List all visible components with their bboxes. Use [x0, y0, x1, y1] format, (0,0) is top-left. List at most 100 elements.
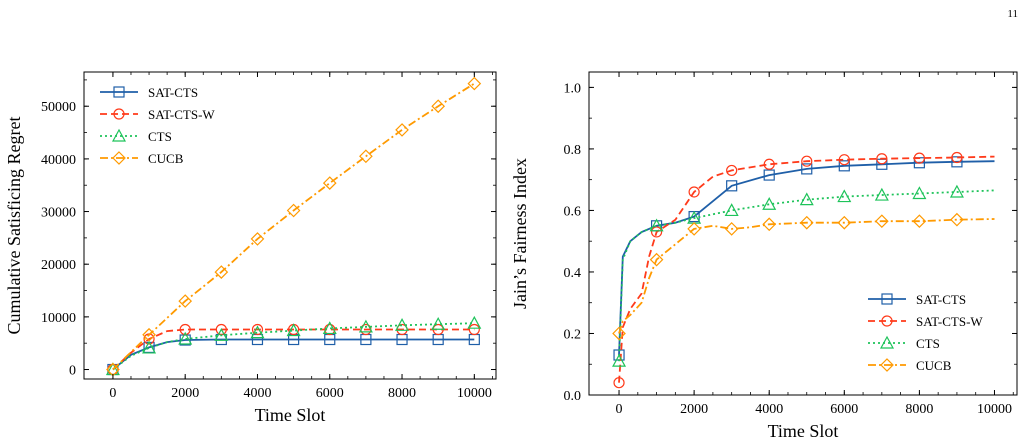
- data-point: [912, 186, 927, 200]
- legend-label-sat-cts-w: SAT-CTS-W: [148, 107, 215, 122]
- data-point: [612, 353, 627, 367]
- legend-marker: [879, 335, 895, 349]
- y-tick-label: 30000: [41, 206, 76, 221]
- data-point: [178, 294, 193, 308]
- y-axis-label: Cumulative Satisficing Regret: [4, 117, 24, 335]
- data-point: [179, 323, 191, 336]
- plot-area: [105, 76, 482, 377]
- data-point: [874, 214, 889, 229]
- data-point: [838, 160, 850, 172]
- data-point: [250, 232, 265, 246]
- data-point: [251, 323, 264, 336]
- data-point: [612, 326, 626, 341]
- data-point: [801, 155, 813, 167]
- page-number: 11: [1007, 8, 1018, 20]
- series-line-sat-cts-w: [112, 328, 475, 371]
- data-point: [874, 187, 889, 201]
- legend-marker: [881, 293, 893, 305]
- data-point: [951, 151, 963, 164]
- data-point: [178, 331, 193, 345]
- data-point: [322, 176, 337, 190]
- data-point: [951, 156, 963, 168]
- data-point: [250, 325, 265, 339]
- x-tick-label: 6000: [830, 402, 858, 417]
- plot-frame: [83, 71, 497, 380]
- legend-label-cucb: CUCB: [916, 358, 952, 373]
- data-point: [467, 315, 482, 329]
- y-axis-label: Jain’s Fairness Index: [510, 158, 530, 309]
- legend: SAT-CTS SAT-CTS-W CTS CUCB: [868, 292, 983, 373]
- data-point: [762, 197, 777, 210]
- data-point: [912, 214, 927, 229]
- x-tick-label: 8000: [905, 402, 933, 417]
- data-point: [142, 327, 156, 342]
- legend-label-cts: CTS: [148, 129, 172, 144]
- series-line-cucb: [112, 82, 475, 371]
- plot-area: [612, 151, 995, 389]
- data-point: [324, 323, 336, 336]
- data-point: [649, 252, 664, 267]
- legend-marker: [111, 128, 127, 142]
- data-point: [395, 123, 409, 137]
- data-point: [724, 222, 739, 236]
- series-line-sat-cts: [618, 160, 995, 356]
- data-point: [763, 158, 775, 170]
- y-tick-label: 0.4: [564, 266, 582, 281]
- legend-marker: [113, 108, 125, 120]
- legend-marker: [881, 315, 893, 327]
- series-line-sat-cts: [112, 338, 475, 371]
- data-point: [650, 226, 663, 238]
- data-point: [322, 321, 337, 335]
- data-point: [763, 169, 775, 181]
- x-tick-label: 0: [616, 402, 623, 417]
- data-point: [358, 319, 373, 333]
- x-axis-label: Time Slot: [768, 421, 839, 441]
- legend-label-sat-cts: SAT-CTS: [148, 85, 198, 100]
- legend-label-sat-cts-w: SAT-CTS-W: [916, 314, 983, 329]
- legend-label-cucb: CUCB: [148, 151, 184, 166]
- data-point: [286, 203, 301, 218]
- y-tick-label: 0: [69, 364, 76, 379]
- fairness-plot: 0 2000 4000 6000 8000 10000 0.0 0.2 0.4 0.6 0.8 1.0…: [510, 71, 1018, 441]
- data-point: [431, 316, 446, 330]
- series-line-cts: [618, 189, 995, 362]
- x-tick-label: 2000: [680, 402, 708, 417]
- data-point: [431, 99, 446, 114]
- x-tick-label: 2000: [171, 386, 199, 401]
- x-tick-label: 10000: [977, 402, 1012, 417]
- data-point: [214, 265, 229, 279]
- data-point: [949, 184, 964, 198]
- legend-marker: [113, 86, 125, 98]
- y-tick-label: 1.0: [564, 81, 582, 96]
- data-point: [726, 164, 738, 177]
- x-tick-label: 4000: [755, 402, 783, 417]
- data-point: [395, 318, 410, 331]
- series-line-sat-cts-w: [618, 155, 995, 383]
- y-tick-label: 0.0: [564, 389, 582, 404]
- data-point: [649, 218, 664, 232]
- x-tick-label: 4000: [243, 386, 271, 401]
- x-tick-label: 8000: [388, 386, 416, 401]
- series-line-cucb: [618, 218, 995, 334]
- y-tick-label: 0.8: [564, 143, 582, 158]
- regret-plot: 0 2000 4000 6000 8000 10000 0 10000 20000 30000 40…: [4, 71, 497, 425]
- data-point: [726, 180, 738, 192]
- data-point: [286, 323, 301, 337]
- data-point: [837, 189, 852, 203]
- data-point: [838, 154, 850, 166]
- data-point: [613, 377, 625, 389]
- data-point: [468, 323, 480, 336]
- data-point: [950, 212, 964, 227]
- legend: SAT-CTS SAT-CTS-W CTS CUCB: [100, 85, 215, 166]
- data-point: [876, 153, 888, 165]
- data-point: [467, 76, 482, 91]
- x-axis-label: Time Slot: [255, 405, 326, 425]
- data-point: [724, 203, 739, 217]
- data-point: [359, 149, 373, 164]
- data-point: [688, 186, 700, 198]
- data-point: [913, 152, 925, 164]
- y-tick-label: 40000: [41, 153, 76, 168]
- legend-label-cts: CTS: [916, 336, 940, 351]
- plot-frame: [588, 71, 1018, 396]
